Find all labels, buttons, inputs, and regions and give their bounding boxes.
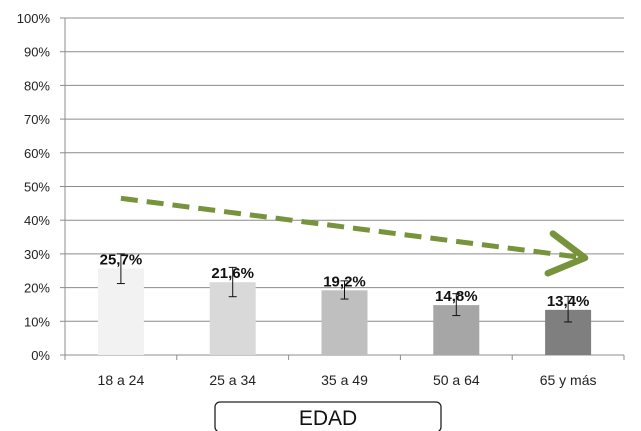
y-tick-label: 90% bbox=[24, 45, 50, 60]
y-tick-label: 20% bbox=[24, 281, 50, 296]
y-axis-tick-labels: 0% 10% 20% 30% 40% 50% 60% 70% 80% 90% 100% bbox=[17, 11, 51, 363]
y-tick-label: 30% bbox=[24, 247, 50, 262]
y-tick-label: 100% bbox=[17, 11, 51, 26]
data-label: 19,2% bbox=[323, 273, 366, 290]
y-tick-label: 0% bbox=[31, 348, 50, 363]
trend-arrow-line bbox=[120, 195, 589, 277]
data-label: 14,8% bbox=[435, 288, 478, 305]
y-tick-label: 40% bbox=[24, 213, 50, 228]
x-axis-title-group: EDAD bbox=[214, 401, 442, 431]
x-tick-label: 25 a 34 bbox=[209, 372, 256, 388]
y-tick-label: 10% bbox=[24, 314, 50, 329]
data-label: 13,4% bbox=[547, 293, 590, 310]
bar bbox=[321, 290, 368, 355]
data-labels: 25,7% 21,6% 19,2% 14,8% 13,4% bbox=[100, 251, 590, 309]
gridlines bbox=[65, 17, 624, 322]
y-tick-label: 70% bbox=[24, 112, 50, 127]
data-label: 25,7% bbox=[100, 251, 143, 268]
y-tick-label: 80% bbox=[24, 78, 50, 93]
x-axis-tick-labels: 18 a 24 25 a 34 35 a 49 50 a 64 65 y más bbox=[98, 372, 597, 388]
trend-arrow bbox=[120, 195, 589, 277]
x-tick-label: 50 a 64 bbox=[433, 372, 480, 388]
x-tick-label: 18 a 24 bbox=[98, 372, 145, 388]
error-bars bbox=[116, 253, 573, 323]
x-axis-title: EDAD bbox=[299, 407, 357, 430]
x-tick-label: 35 a 49 bbox=[321, 372, 368, 388]
x-axis-title-box bbox=[214, 401, 442, 431]
data-label: 21,6% bbox=[211, 265, 254, 282]
x-tick-label: 65 y más bbox=[540, 372, 597, 388]
y-tick-label: 60% bbox=[24, 146, 50, 161]
y-tick-label: 50% bbox=[24, 180, 50, 195]
